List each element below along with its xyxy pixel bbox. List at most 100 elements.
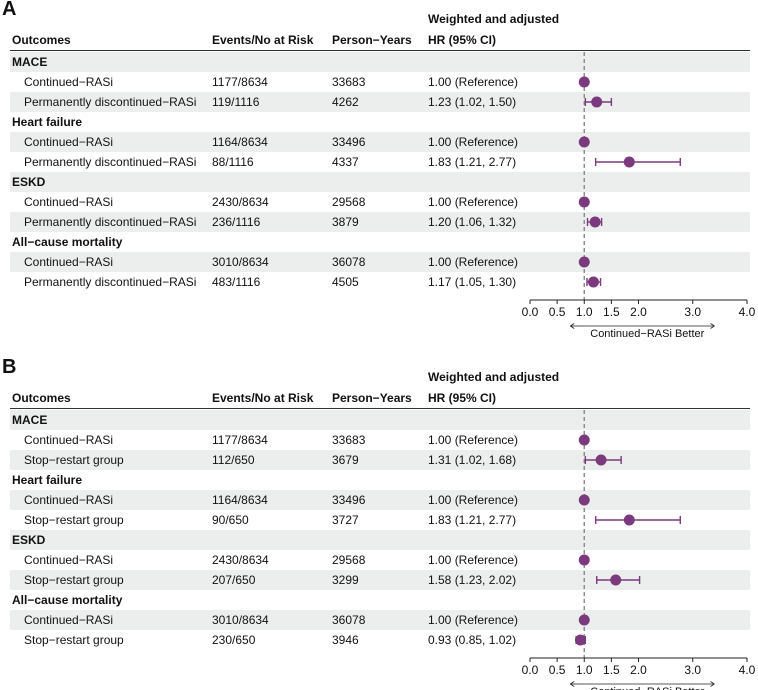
forest-plot-a: 0.0 0.5 1.0 1.5 2.0 3.0 4.0 Continued−RASi Bett… (522, 52, 756, 340)
header-divider (10, 408, 750, 409)
hr-ci-value: 1.00 (Reference) (428, 255, 519, 269)
table-row: Continued−RASi 1164/8634 33496 1.00 (Refere… (10, 490, 750, 510)
hr-ci-value: 1.00 (Reference) (428, 613, 519, 627)
table-row: Continued−RASi 1177/8634 33683 1.00 (Refere… (10, 430, 750, 450)
x-tick-label: 1.0 (576, 663, 593, 677)
events-value: 88/1116 (212, 155, 254, 169)
person-years-value: 4262 (332, 95, 359, 109)
outcomes-header: Outcomes (12, 391, 71, 405)
hr-ci-value: 1.31 (1.02, 1.68) (428, 453, 517, 467)
group-row: MACE (10, 52, 750, 72)
events-value: 230/650 (212, 633, 256, 647)
hr-ci-value: 1.58 (1.23, 2.02) (428, 573, 517, 587)
right-arrow-head (710, 681, 715, 687)
events-value: 2430/8634 (212, 553, 269, 567)
hr-point (578, 494, 590, 506)
table-row: Stop−restart group 207/650 3299 1.58 (1.23,… (10, 570, 750, 590)
events-value: 1177/8634 (212, 433, 268, 447)
hr-ci-value: 1.00 (Reference) (428, 135, 519, 149)
x-tick-label: 0.5 (549, 305, 566, 319)
hr-point (587, 276, 599, 288)
person-years-value: 33496 (332, 135, 366, 149)
panel-label: B (2, 356, 17, 378)
row-label: Permanently discontinued−RASi (24, 155, 197, 169)
events-value: 3010/8634 (212, 255, 269, 269)
hr-point (591, 96, 603, 108)
x-tick-label: 0.0 (522, 663, 539, 677)
group-label: Heart failure (12, 473, 83, 487)
row-label: Continued−RASi (24, 135, 114, 149)
hr-point (578, 434, 590, 446)
events-header: Events/No at Risk (212, 33, 314, 47)
group-row: ESKD (10, 172, 750, 192)
group-row: ESKD (10, 530, 750, 550)
hr-point (610, 574, 622, 586)
hr-header-line1: Weighted and adjusted (428, 12, 560, 26)
forest-panel-a: A Outcomes Events/No at Risk Person−Year… (0, 0, 758, 340)
events-value: 3010/8634 (212, 613, 269, 627)
x-tick-label: 0.0 (522, 305, 539, 319)
forest-panel-b: B Outcomes Events/No at Risk Person−Year… (0, 356, 758, 690)
person-years-value: 3299 (332, 573, 359, 587)
table-row: Permanently discontinued−RASi 88/1116 4337… (10, 152, 750, 172)
hr-point (578, 196, 590, 208)
outcomes-header: Outcomes (12, 33, 71, 47)
x-tick-label: 4.0 (739, 663, 756, 677)
group-label: All−cause mortality (12, 235, 123, 249)
events-value: 119/1116 (212, 95, 260, 109)
row-label: Stop−restart group (24, 513, 124, 527)
events-value: 90/650 (212, 513, 249, 527)
row-label: Continued−RASi (24, 493, 114, 507)
row-label: Continued−RASi (24, 553, 114, 567)
hr-point (578, 614, 590, 626)
table-row: Stop−restart group 90/650 3727 1.83 (1.21, … (10, 510, 750, 530)
person-years-header: Person−Years (332, 391, 412, 405)
events-value: 1164/8634 (212, 493, 268, 507)
hr-ci-value: 1.17 (1.05, 1.30) (428, 275, 517, 289)
group-label: Heart failure (12, 115, 83, 129)
hr-point (595, 454, 607, 466)
table-row: Continued−RASi 2430/8634 29568 1.00 (Refere… (10, 550, 750, 570)
hr-point (574, 634, 586, 646)
header-divider (10, 50, 750, 51)
table-row: Stop−restart group 112/650 3679 1.31 (1.02,… (10, 450, 750, 470)
row-label: Permanently discontinued−RASi (24, 275, 197, 289)
left-arrow-head (570, 681, 575, 687)
table-row: Stop−restart group 230/650 3946 0.93 (0.85,… (10, 630, 750, 650)
group-label: MACE (12, 55, 48, 69)
hr-ci-value: 1.00 (Reference) (428, 75, 519, 89)
hr-point (578, 554, 590, 566)
person-years-value: 3946 (332, 633, 359, 647)
group-row: Heart failure (10, 112, 750, 132)
row-label: Continued−RASi (24, 613, 114, 627)
x-tick-label: 1.0 (576, 305, 593, 319)
person-years-value: 3879 (332, 215, 359, 229)
hr-point (589, 216, 601, 228)
x-tick-label: 1.5 (603, 663, 620, 677)
person-years-value: 33496 (332, 493, 366, 507)
hr-ci-value: 1.83 (1.21, 2.77) (428, 155, 517, 169)
table-row: Continued−RASi 1164/8634 33496 1.00 (Refere… (10, 132, 750, 152)
person-years-value: 33683 (332, 75, 366, 89)
group-label: MACE (12, 413, 48, 427)
row-label: Stop−restart group (24, 633, 124, 647)
person-years-header: Person−Years (332, 33, 412, 47)
group-row: MACE (10, 410, 750, 430)
person-years-value: 3679 (332, 453, 359, 467)
hr-ci-value: 1.00 (Reference) (428, 195, 519, 209)
table-row: Continued−RASi 1177/8634 33683 1.00 (Refere… (10, 72, 750, 92)
panel-label: A (2, 0, 17, 20)
events-value: 483/1116 (212, 275, 261, 289)
x-tick-label: 2.0 (630, 305, 647, 319)
hr-ci-value: 0.93 (0.85, 1.02) (428, 633, 517, 647)
row-label: Continued−RASi (24, 75, 114, 89)
hr-ci-value: 1.23 (1.02, 1.50) (428, 95, 517, 109)
table-row: Continued−RASi 3010/8634 36078 1.00 (Refere… (10, 610, 750, 630)
events-value: 2430/8634 (212, 195, 269, 209)
person-years-value: 3727 (332, 513, 359, 527)
row-label: Permanently discontinued−RASi (24, 95, 197, 109)
hr-point (623, 156, 635, 168)
group-label: ESKD (12, 533, 46, 547)
row-label: Stop−restart group (24, 573, 124, 587)
events-value: 236/1116 (212, 215, 261, 229)
